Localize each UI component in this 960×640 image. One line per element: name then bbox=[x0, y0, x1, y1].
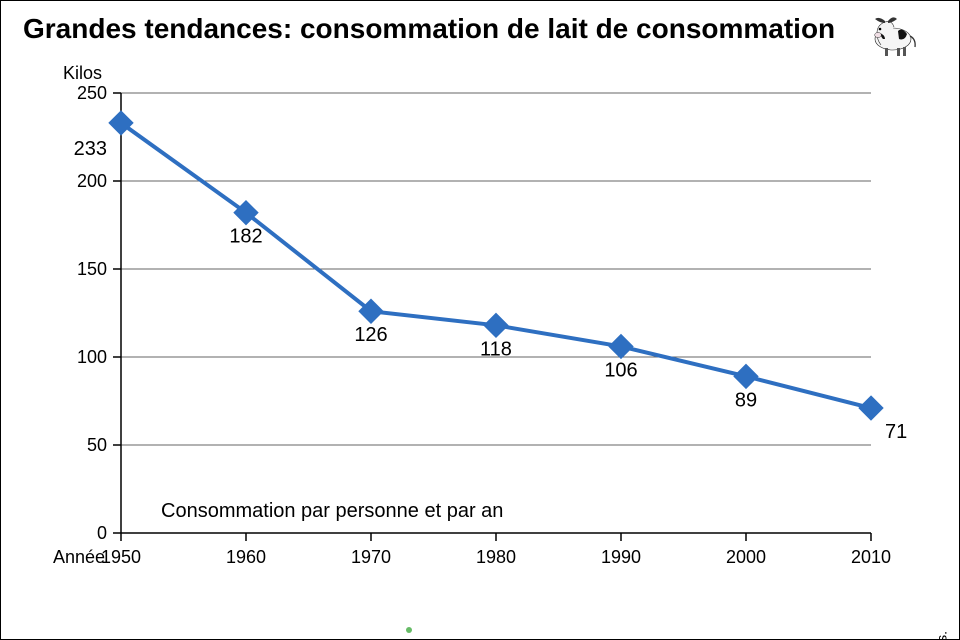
data-marker bbox=[609, 334, 633, 358]
data-label: 126 bbox=[354, 324, 387, 346]
data-label: 118 bbox=[480, 338, 512, 360]
x-tick-label: 1950 bbox=[101, 547, 141, 567]
x-tick-label: 1970 bbox=[351, 547, 391, 567]
source-credit: © Graphique: SMP ◆ PSL | Source: Statist… bbox=[934, 631, 951, 640]
y-axis-title: Kilos bbox=[63, 63, 102, 84]
line-chart-svg: 0501001502002501950196019701980199020002… bbox=[101, 93, 891, 573]
plot-area: 0501001502002501950196019701980199020002… bbox=[101, 93, 891, 573]
x-tick-label: 2010 bbox=[851, 547, 891, 567]
data-line bbox=[121, 123, 871, 408]
chart-caption: Consommation par personne et par an bbox=[161, 500, 503, 522]
data-marker bbox=[484, 313, 508, 337]
x-tick-label: 1990 bbox=[601, 547, 641, 567]
x-tick-label: 1980 bbox=[476, 547, 516, 567]
chart-container: Grandes tendances: consommation de lait … bbox=[0, 0, 960, 640]
x-tick-label: 1960 bbox=[226, 547, 266, 567]
y-tick-label: 200 bbox=[77, 171, 107, 191]
y-tick-label: 100 bbox=[77, 347, 107, 367]
x-tick-label: 2000 bbox=[726, 547, 766, 567]
data-label: 89 bbox=[735, 389, 757, 411]
x-axis-title: Année bbox=[53, 547, 105, 567]
y-tick-label: 0 bbox=[97, 523, 107, 543]
y-tick-label: 50 bbox=[87, 435, 107, 455]
data-label: 71 bbox=[885, 421, 907, 443]
cow-icon bbox=[863, 9, 921, 57]
data-label: 182 bbox=[229, 226, 262, 248]
data-marker bbox=[859, 396, 883, 420]
data-label: 106 bbox=[604, 359, 637, 381]
chart-title: Grandes tendances: consommation de lait … bbox=[23, 13, 835, 45]
decorative-dot bbox=[406, 627, 412, 633]
data-label: 233 bbox=[74, 138, 107, 160]
data-marker bbox=[734, 364, 758, 388]
y-tick-label: 250 bbox=[77, 83, 107, 103]
y-tick-label: 150 bbox=[77, 259, 107, 279]
